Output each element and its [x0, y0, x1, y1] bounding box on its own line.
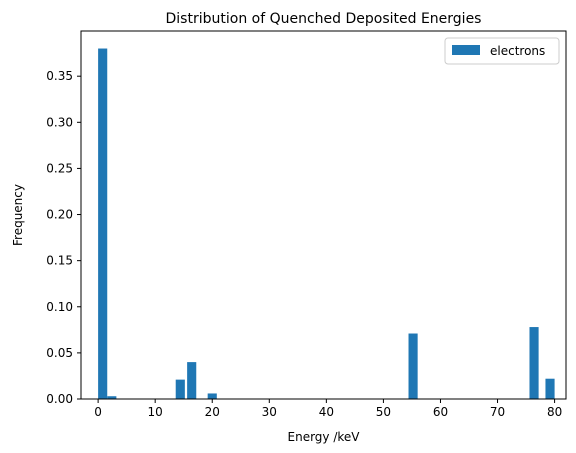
x-tick-label: 60 — [433, 405, 448, 419]
x-tick-label: 0 — [94, 405, 102, 419]
histogram-bar — [98, 48, 108, 400]
y-tick-label: 0.20 — [46, 208, 73, 222]
histogram-bar — [408, 333, 418, 399]
y-tick-label: 0.35 — [46, 69, 73, 83]
x-tick-label: 30 — [262, 405, 277, 419]
x-tick-label: 20 — [205, 405, 220, 419]
legend-label: electrons — [490, 44, 545, 58]
histogram-bar — [529, 327, 539, 399]
legend-box — [444, 37, 560, 65]
histogram-bar — [207, 393, 217, 399]
y-axis-label: Frequency — [11, 184, 25, 246]
y-tick-label: 0.10 — [46, 300, 73, 314]
y-tick-label: 0.25 — [46, 161, 73, 175]
y-tick-label: 0.15 — [46, 254, 73, 268]
chart-title: Distribution of Quenched Deposited Energ… — [166, 11, 482, 27]
x-tick-label: 10 — [148, 405, 163, 419]
x-tick-label: 70 — [490, 405, 505, 419]
bars-group — [98, 48, 555, 400]
y-tick-label: 0.00 — [46, 392, 73, 406]
x-ticks-group: 0 10 20 30 40 50 60 70 80 — [94, 399, 562, 419]
legend: electrons — [444, 37, 560, 65]
y-ticks-group: 0.00 0.05 0.10 0.15 0.20 0.25 0.30 0.35 — [46, 69, 81, 406]
histogram-bar — [107, 396, 117, 399]
histogram-bar — [175, 379, 185, 399]
x-tick-label: 50 — [376, 405, 391, 419]
legend-swatch — [452, 45, 480, 55]
histogram-bar — [545, 378, 555, 399]
x-axis-label: Energy /keV — [288, 430, 361, 444]
y-tick-label: 0.30 — [46, 115, 73, 129]
y-tick-label: 0.05 — [46, 346, 73, 360]
x-tick-label: 80 — [547, 405, 562, 419]
histogram-bar — [187, 362, 197, 399]
x-tick-label: 40 — [319, 405, 334, 419]
